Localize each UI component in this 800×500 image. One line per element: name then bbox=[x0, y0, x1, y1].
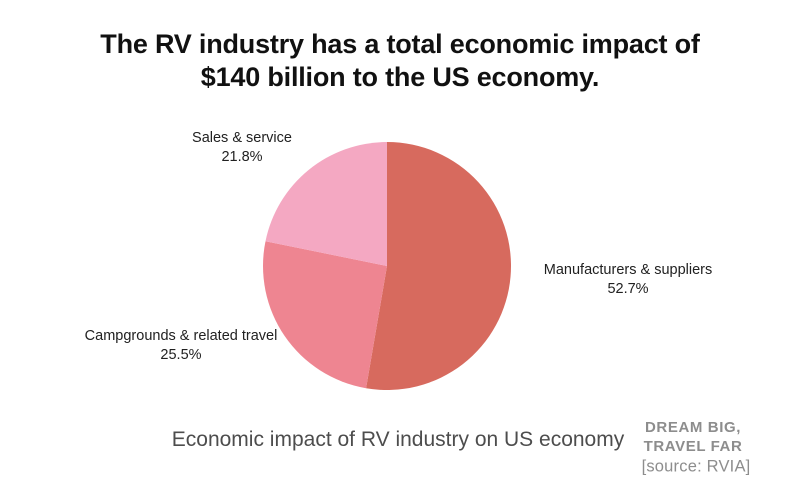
source-credit: [source: RVIA] bbox=[641, 457, 751, 476]
slice-label-text: Sales & service bbox=[192, 130, 292, 146]
brand-watermark-line-2: TRAVEL FAR bbox=[643, 438, 743, 455]
slice-label-text: Campgrounds & related travel bbox=[84, 328, 278, 344]
slice-label-pct: 52.7% bbox=[607, 281, 649, 297]
slice-label-pct: 21.8% bbox=[221, 149, 263, 165]
chart-caption: Economic impact of RV industry on US eco… bbox=[171, 428, 625, 451]
pie-chart bbox=[263, 142, 511, 390]
pie-slice-campgrounds-related-travel bbox=[263, 241, 387, 389]
slice-label-pct: 25.5% bbox=[160, 347, 202, 363]
brand-watermark-line-1: DREAM BIG, bbox=[644, 419, 741, 436]
page-title: The RV industry has a total economic imp… bbox=[0, 28, 800, 94]
pie-slice-sales-service bbox=[265, 142, 387, 266]
slice-label-sales-service: Sales & service 21.8% bbox=[192, 129, 292, 167]
slice-label-text: Manufacturers & suppliers bbox=[543, 262, 713, 278]
slice-label-campgrounds-travel: Campgrounds & related travel 25.5% bbox=[85, 327, 278, 365]
slice-label-manufacturers-suppliers: Manufacturers & suppliers 52.7% bbox=[544, 261, 712, 299]
pie-slice-manufacturers-suppliers bbox=[366, 142, 511, 390]
page-title-line-2: $140 billion to the US economy. bbox=[200, 62, 600, 92]
brand-watermark: DREAM BIG, TRAVEL FAR bbox=[644, 418, 743, 456]
page-title-line-1: The RV industry has a total economic imp… bbox=[100, 29, 700, 59]
